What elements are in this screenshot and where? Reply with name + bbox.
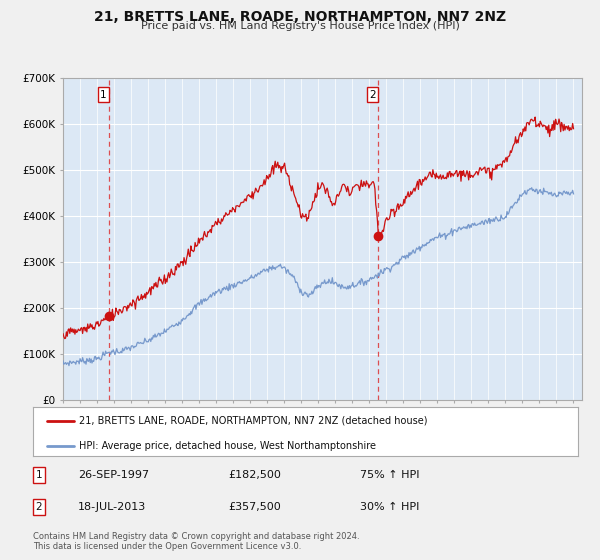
Text: 30% ↑ HPI: 30% ↑ HPI	[360, 502, 419, 512]
Text: 21, BRETTS LANE, ROADE, NORTHAMPTON, NN7 2NZ (detached house): 21, BRETTS LANE, ROADE, NORTHAMPTON, NN7…	[79, 416, 428, 426]
Text: 26-SEP-1997: 26-SEP-1997	[78, 470, 149, 480]
Text: 1: 1	[100, 90, 107, 100]
Text: HPI: Average price, detached house, West Northamptonshire: HPI: Average price, detached house, West…	[79, 441, 376, 451]
Text: Contains HM Land Registry data © Crown copyright and database right 2024.
This d: Contains HM Land Registry data © Crown c…	[33, 532, 359, 552]
Text: 1: 1	[35, 470, 43, 480]
Text: 21, BRETTS LANE, ROADE, NORTHAMPTON, NN7 2NZ: 21, BRETTS LANE, ROADE, NORTHAMPTON, NN7…	[94, 10, 506, 24]
Text: 2: 2	[35, 502, 43, 512]
Text: Price paid vs. HM Land Registry's House Price Index (HPI): Price paid vs. HM Land Registry's House …	[140, 21, 460, 31]
Text: £182,500: £182,500	[228, 470, 281, 480]
Text: 2: 2	[369, 90, 376, 100]
Text: 18-JUL-2013: 18-JUL-2013	[78, 502, 146, 512]
Text: £357,500: £357,500	[228, 502, 281, 512]
Text: 75% ↑ HPI: 75% ↑ HPI	[360, 470, 419, 480]
